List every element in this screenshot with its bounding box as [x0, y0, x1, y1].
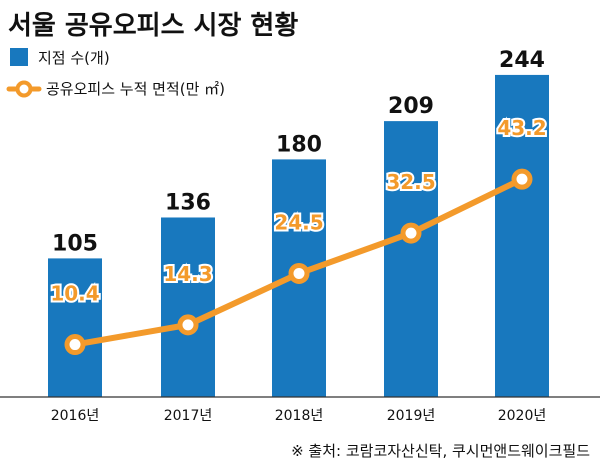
legend-bar-label: 지점 수(개) — [38, 49, 110, 67]
legend-line-marker — [15, 80, 33, 98]
line-point — [64, 334, 86, 356]
bar-2016 — [48, 258, 102, 397]
legend-line-label: 공유오피스 누적 면적(만 ㎡) — [46, 80, 225, 98]
bar-value-label: 105 — [52, 231, 98, 256]
bar-value-label: 136 — [165, 190, 211, 215]
line-point — [400, 222, 422, 244]
bar-2017 — [161, 217, 215, 397]
legend: 지점 수(개) 공유오피스 누적 면적(만 ㎡) — [6, 48, 225, 98]
x-tick-label: 2017년 — [164, 408, 213, 424]
bars-layer — [48, 74, 549, 398]
line-value-label: 43.2 — [497, 116, 546, 140]
x-tick-label: 2018년 — [275, 408, 324, 424]
chart-title: 서울 공유오피스 시장 현황 — [8, 11, 298, 41]
line-value-label: 10.4 — [50, 282, 99, 306]
x-tick-label: 2019년 — [387, 408, 436, 424]
line-point — [288, 262, 310, 284]
bar-2019 — [384, 121, 438, 398]
ticks-layer: 2016년 2017년 2018년 2019년 2020년 — [51, 408, 547, 424]
bar-value-label: 180 — [276, 132, 322, 157]
bar-value-label: 244 — [499, 48, 545, 73]
line-value-label: 24.5 — [274, 210, 323, 234]
labels-layer: 105 136 180 209 244 10.4 14.3 24.5 32.5 43.2 — [48, 48, 548, 308]
bar-2020 — [495, 74, 549, 398]
bar-value-label: 209 — [388, 94, 434, 119]
x-tick-label: 2016년 — [51, 408, 100, 424]
line-point — [511, 168, 533, 190]
line-layer — [64, 168, 533, 356]
x-tick-label: 2020년 — [498, 408, 547, 424]
line-value-label: 32.5 — [386, 170, 435, 194]
line-value-label: 14.3 — [163, 262, 212, 286]
source-note: ※ 출처: 코람코자산신탁, 쿠시먼앤드웨이크필드 — [291, 442, 590, 460]
legend-bar-swatch — [10, 48, 28, 66]
line-point — [177, 314, 199, 336]
